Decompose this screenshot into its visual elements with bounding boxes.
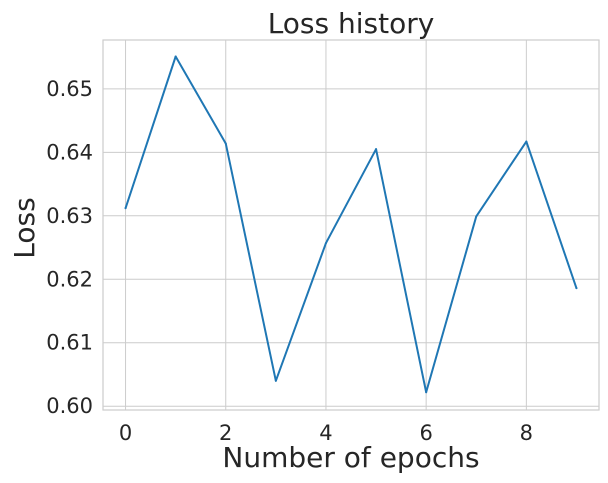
chart-title: Loss history <box>268 7 435 40</box>
x-axis-title: Number of epochs <box>222 441 479 474</box>
y-tick-label: 0.63 <box>46 204 93 228</box>
loss-data-point <box>174 55 177 58</box>
grid-layer <box>103 40 599 410</box>
loss-data-point <box>475 215 478 218</box>
loss-data-point <box>375 148 378 151</box>
y-tick-label: 0.64 <box>46 140 93 164</box>
y-axis-title: Loss <box>8 197 41 258</box>
loss-data-point <box>525 140 528 143</box>
x-tick-label: 4 <box>319 421 332 445</box>
y-tick-label: 0.62 <box>46 267 93 291</box>
loss-data-point <box>124 207 127 210</box>
x-tick-labels: 0 2 4 6 8 <box>119 421 533 445</box>
x-tick-label: 0 <box>119 421 132 445</box>
x-tick-label: 6 <box>419 421 432 445</box>
x-tick-label: 2 <box>219 421 232 445</box>
x-tick-label: 8 <box>520 421 533 445</box>
series-layer <box>124 55 578 394</box>
y-tick-label: 0.65 <box>46 77 93 101</box>
plot-frame <box>102 39 600 411</box>
loss-data-point <box>324 242 327 245</box>
loss-data-point <box>224 142 227 145</box>
loss-data-point <box>575 287 578 290</box>
y-tick-labels: 0.60 0.61 0.62 0.63 0.64 0.65 <box>46 77 93 418</box>
loss-data-point <box>425 391 428 394</box>
y-tick-label: 0.61 <box>46 331 93 355</box>
y-tick-label: 0.60 <box>46 394 93 418</box>
loss-series-line <box>124 55 578 394</box>
loss-data-point <box>274 379 277 382</box>
